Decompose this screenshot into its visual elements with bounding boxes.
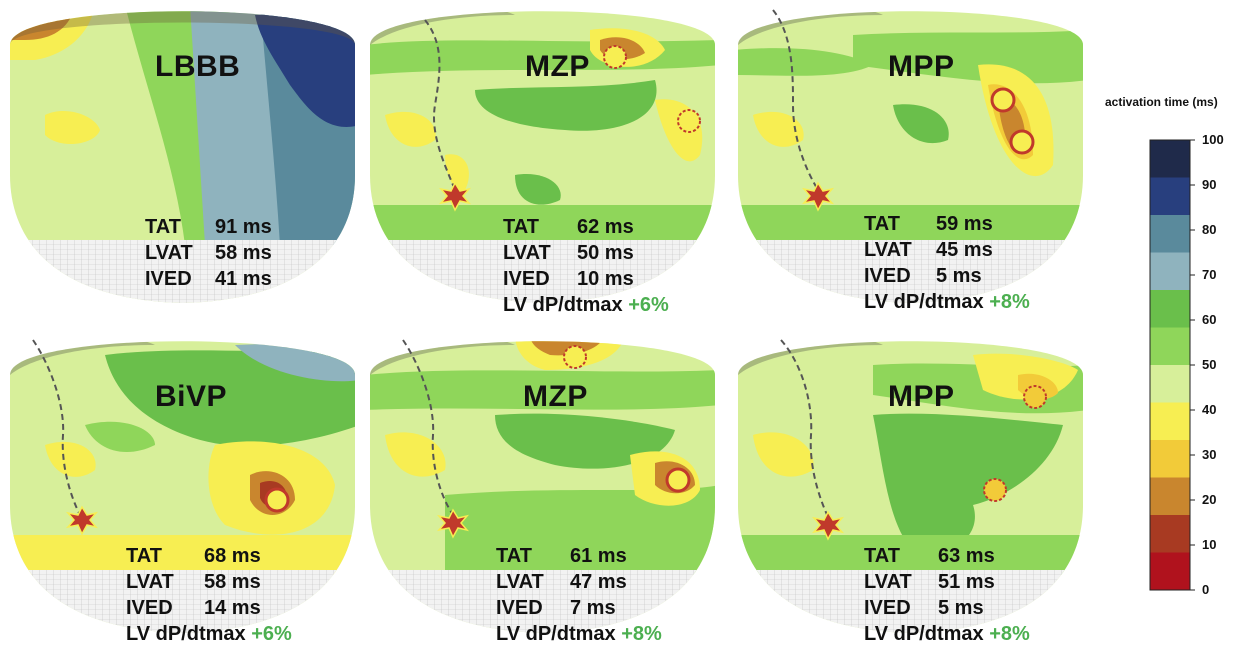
ived-value: 7 ms bbox=[570, 597, 616, 619]
ived-label: IVED bbox=[145, 268, 192, 290]
ived-label: IVED bbox=[503, 268, 550, 290]
tat-value: 63 ms bbox=[938, 545, 995, 567]
colorbar-tick-label: 100 bbox=[1202, 132, 1224, 147]
colorbar-tick-label: 80 bbox=[1202, 222, 1217, 237]
lvat-value: 58 ms bbox=[215, 242, 272, 264]
panel-stats: TAT 91 ms LVAT 58 ms IVED 41 ms bbox=[145, 214, 272, 292]
colorbar-segment bbox=[1150, 402, 1190, 441]
dpdt-gain: +6% bbox=[628, 294, 669, 316]
panel-title: MZP bbox=[525, 50, 590, 83]
colorbar-segment bbox=[1150, 477, 1190, 516]
colorbar-segment bbox=[1150, 327, 1190, 366]
panel-title: LBBB bbox=[155, 50, 241, 83]
panel-stats: TAT 59 ms LVAT 45 ms IVED 5 ms LV dP/dtmax … bbox=[864, 211, 1030, 315]
dpdt-label: LV dP/dtmax bbox=[503, 294, 623, 316]
panel-title: MPP bbox=[888, 50, 955, 83]
tat-label: TAT bbox=[864, 545, 900, 567]
colorbar-segment bbox=[1150, 365, 1190, 403]
ived-label: IVED bbox=[864, 265, 911, 287]
panel-stats: TAT 63 ms LVAT 51 ms IVED 5 ms LV dP/dtmax … bbox=[864, 543, 1030, 647]
tat-value: 68 ms bbox=[204, 545, 261, 567]
ived-label: IVED bbox=[126, 597, 173, 619]
lv-activation-map bbox=[738, 339, 1083, 633]
colorbar-tick-label: 50 bbox=[1202, 357, 1217, 372]
panel-stats: TAT 61 ms LVAT 47 ms IVED 7 ms LV dP/dtmax … bbox=[496, 543, 662, 647]
colorbar-tick-label: 0 bbox=[1202, 582, 1210, 597]
ived-label: IVED bbox=[496, 597, 543, 619]
lv-activation-map bbox=[10, 339, 355, 633]
dpdt-label: LV dP/dtmax bbox=[126, 623, 246, 645]
ived-value: 5 ms bbox=[938, 597, 984, 619]
ived-label: IVED bbox=[864, 597, 911, 619]
dpdt-gain: +8% bbox=[989, 623, 1030, 645]
lvat-label: LVAT bbox=[503, 242, 551, 264]
panel-title: MPP bbox=[888, 380, 955, 413]
colorbar-tick-label: 10 bbox=[1202, 537, 1217, 552]
dpdt-gain: +6% bbox=[251, 623, 292, 645]
heart-map-mpp-bottom: MPP TAT 63 ms LVAT 51 ms IVED 5 ms LV dP/dt… bbox=[733, 335, 1088, 645]
lv-activation-map bbox=[738, 9, 1083, 303]
colorbar-segment bbox=[1150, 252, 1190, 291]
dpdt-gain: +8% bbox=[621, 623, 662, 645]
tat-label: TAT bbox=[126, 545, 162, 567]
colorbar-tick-label: 70 bbox=[1202, 267, 1217, 282]
colorbar bbox=[1149, 139, 1195, 591]
ived-value: 41 ms bbox=[215, 268, 272, 290]
ived-value: 14 ms bbox=[204, 597, 261, 619]
tat-value: 59 ms bbox=[936, 213, 993, 235]
lvat-value: 50 ms bbox=[577, 242, 634, 264]
ived-value: 5 ms bbox=[936, 265, 982, 287]
heart-map-lbbb: LBBB TAT 91 ms LVAT 58 ms IVED 41 ms bbox=[5, 5, 360, 310]
colorbar-tick-label: 20 bbox=[1202, 492, 1217, 507]
tat-value: 62 ms bbox=[577, 216, 634, 238]
colorbar-tick-label: 90 bbox=[1202, 177, 1217, 192]
tat-label: TAT bbox=[864, 213, 900, 235]
lvat-label: LVAT bbox=[126, 571, 174, 593]
lvat-label: LVAT bbox=[145, 242, 193, 264]
dpdt-label: LV dP/dtmax bbox=[864, 623, 984, 645]
colorbar-title: activation time (ms) bbox=[1105, 95, 1218, 109]
lv-activation-map bbox=[370, 339, 715, 633]
lv-activation-map bbox=[10, 11, 355, 303]
lv-activation-map bbox=[370, 11, 715, 303]
lvat-label: LVAT bbox=[864, 571, 912, 593]
heart-map-bivp: BiVP TAT 68 ms LVAT 58 ms IVED 14 ms LV dP/… bbox=[5, 335, 360, 645]
colorbar-segment bbox=[1150, 515, 1190, 553]
tat-label: TAT bbox=[145, 216, 181, 238]
dpdt-label: LV dP/dtmax bbox=[864, 291, 984, 313]
dpdt-label: LV dP/dtmax bbox=[496, 623, 616, 645]
colorbar-segment bbox=[1150, 290, 1190, 328]
colorbar-segment bbox=[1150, 552, 1190, 591]
heart-map-mzp-top: MZP TAT 62 ms LVAT 50 ms IVED 10 ms LV dP/d… bbox=[365, 5, 720, 316]
lvat-label: LVAT bbox=[496, 571, 544, 593]
lvat-value: 51 ms bbox=[938, 571, 995, 593]
lvat-label: LVAT bbox=[864, 239, 912, 261]
colorbar-segment bbox=[1150, 140, 1190, 178]
lvat-value: 47 ms bbox=[570, 571, 627, 593]
colorbar-tick-label: 60 bbox=[1202, 312, 1217, 327]
panel-stats: TAT 68 ms LVAT 58 ms IVED 14 ms LV dP/dtmax… bbox=[126, 543, 292, 647]
tat-value: 61 ms bbox=[570, 545, 627, 567]
colorbar-segment bbox=[1150, 440, 1190, 478]
tat-value: 91 ms bbox=[215, 216, 272, 238]
lvat-value: 58 ms bbox=[204, 571, 261, 593]
tat-label: TAT bbox=[503, 216, 539, 238]
tat-label: TAT bbox=[496, 545, 532, 567]
colorbar-segment bbox=[1150, 215, 1190, 253]
ived-value: 10 ms bbox=[577, 268, 634, 290]
heart-map-mzp-bottom: MZP TAT 61 ms LVAT 47 ms IVED 7 ms LV dP/dt… bbox=[365, 335, 720, 645]
panel-title: MZP bbox=[523, 380, 588, 413]
colorbar-tick-label: 30 bbox=[1202, 447, 1217, 462]
panel-stats: TAT 62 ms LVAT 50 ms IVED 10 ms LV dP/dtmax… bbox=[503, 214, 669, 318]
colorbar-tick-label: 40 bbox=[1202, 402, 1217, 417]
colorbar-segment bbox=[1150, 177, 1190, 216]
panel-title: BiVP bbox=[155, 380, 228, 413]
dpdt-gain: +8% bbox=[989, 291, 1030, 313]
lvat-value: 45 ms bbox=[936, 239, 993, 261]
heart-map-mpp-top: MPP TAT 59 ms LVAT 45 ms IVED 5 ms LV dP/dt… bbox=[733, 5, 1088, 313]
